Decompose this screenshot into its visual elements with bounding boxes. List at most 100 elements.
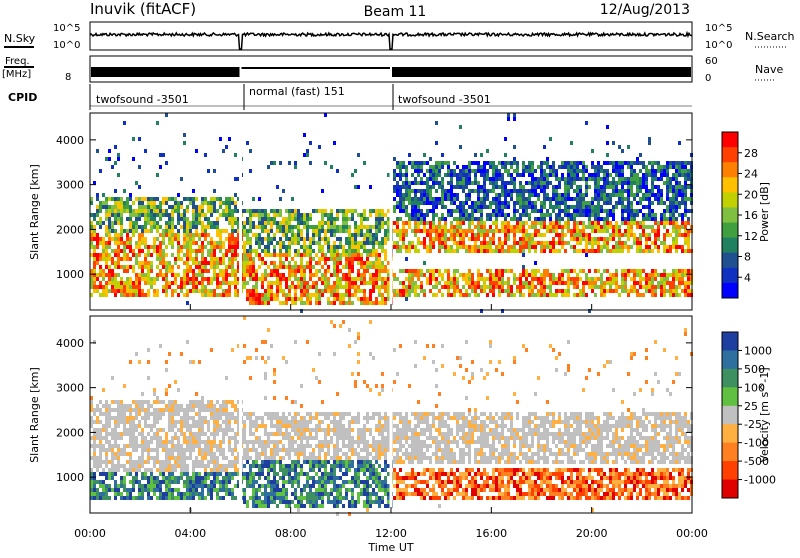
range-gate-cell (339, 245, 342, 249)
range-gate-cell (93, 285, 96, 289)
range-gate-cell (525, 241, 528, 245)
range-gate-cell (171, 448, 174, 452)
range-gate-cell (654, 221, 657, 225)
range-gate-cell (336, 169, 339, 173)
range-gate-cell (270, 241, 273, 245)
range-gate-cell (630, 269, 633, 273)
range-gate-cell (96, 492, 99, 496)
range-gate-cell (291, 233, 294, 237)
range-gate-cell (150, 472, 153, 476)
range-gate-cell (420, 213, 423, 217)
range-gate-cell (162, 257, 165, 261)
range-gate-cell (333, 261, 336, 265)
range-gate-cell (600, 189, 603, 193)
range-gate-cell (207, 424, 210, 428)
range-gate-cell (300, 245, 303, 249)
range-gate-cell (411, 241, 414, 245)
range-gate-cell (294, 233, 297, 237)
range-gate-cell (204, 452, 207, 456)
range-gate-cell (192, 476, 195, 480)
range-gate-cell (600, 197, 603, 201)
range-gate-cell (168, 225, 171, 229)
range-gate-cell (204, 496, 207, 500)
range-gate-cell (558, 281, 561, 285)
range-gate-cell (99, 237, 102, 241)
range-gate-cell (684, 273, 687, 277)
range-gate-cell (189, 452, 192, 456)
range-gate-cell (513, 241, 516, 245)
range-gate-cell (96, 253, 99, 257)
range-gate-cell (207, 428, 210, 432)
range-gate-cell (519, 245, 522, 249)
range-gate-cell (231, 217, 234, 221)
range-gate-cell (219, 269, 222, 273)
range-gate-cell (189, 436, 192, 440)
range-gate-cell (573, 181, 576, 185)
range-gate-cell (303, 225, 306, 229)
range-gate-cell (675, 241, 678, 245)
range-gate-cell (675, 185, 678, 189)
range-gate-cell (159, 412, 162, 416)
range-gate-cell (141, 229, 144, 233)
range-gate-cell (333, 229, 336, 233)
range-gate-cell (264, 301, 267, 305)
colorbar-swatch (722, 177, 738, 193)
range-gate-cell (114, 189, 117, 193)
range-gate-cell (201, 408, 204, 412)
range-gate-cell (543, 193, 546, 197)
range-gate-cell (276, 265, 279, 269)
range-gate-cell (648, 189, 651, 193)
range-gate-cell (435, 197, 438, 201)
range-gate-cell (522, 285, 525, 289)
range-gate-cell (264, 253, 267, 257)
range-gate-cell (129, 205, 132, 209)
range-gate-cell (171, 428, 174, 432)
range-gate-cell (342, 273, 345, 277)
range-gate-cell (588, 233, 591, 237)
range-gate-cell (174, 281, 177, 285)
range-gate-cell (645, 241, 648, 245)
range-gate-cell (123, 432, 126, 436)
range-gate-cell (621, 197, 624, 201)
range-gate-cell (282, 225, 285, 229)
range-gate-cell (156, 396, 159, 400)
range-gate-cell (267, 265, 270, 269)
range-gate-cell (219, 293, 222, 297)
range-gate-cell (342, 293, 345, 297)
range-gate-cell (498, 269, 501, 273)
range-gate-cell (414, 193, 417, 197)
range-gate-cell (447, 193, 450, 197)
range-gate-cell (444, 161, 447, 165)
range-gate-cell (567, 165, 570, 169)
range-gate-cell (579, 293, 582, 297)
range-gate-cell (621, 245, 624, 249)
range-gate-cell (381, 281, 384, 285)
range-gate-cell (591, 177, 594, 181)
range-gate-cell (513, 169, 516, 173)
range-gate-cell (99, 209, 102, 213)
range-gate-cell (303, 289, 306, 293)
range-gate-cell (93, 464, 96, 468)
range-gate-cell (597, 217, 600, 221)
range-gate-cell (171, 476, 174, 480)
range-gate-cell (675, 229, 678, 233)
range-gate-cell (108, 241, 111, 245)
range-gate-cell (651, 161, 654, 165)
range-gate-cell (447, 209, 450, 213)
range-gate-cell (117, 281, 120, 285)
range-gate-cell (345, 277, 348, 281)
range-gate-cell (339, 253, 342, 257)
range-gate-cell (177, 201, 180, 205)
range-gate-cell (603, 209, 606, 213)
range-gate-cell (666, 229, 669, 233)
range-gate-cell (510, 177, 513, 181)
range-gate-cell (402, 285, 405, 289)
range-gate-cell (528, 273, 531, 277)
range-gate-cell (630, 201, 633, 205)
range-gate-cell (459, 229, 462, 233)
range-gate-cell (324, 213, 327, 217)
range-gate-cell (105, 408, 108, 412)
range-gate-cell (639, 201, 642, 205)
range-gate-cell (687, 281, 690, 285)
range-gate-cell (255, 281, 258, 285)
